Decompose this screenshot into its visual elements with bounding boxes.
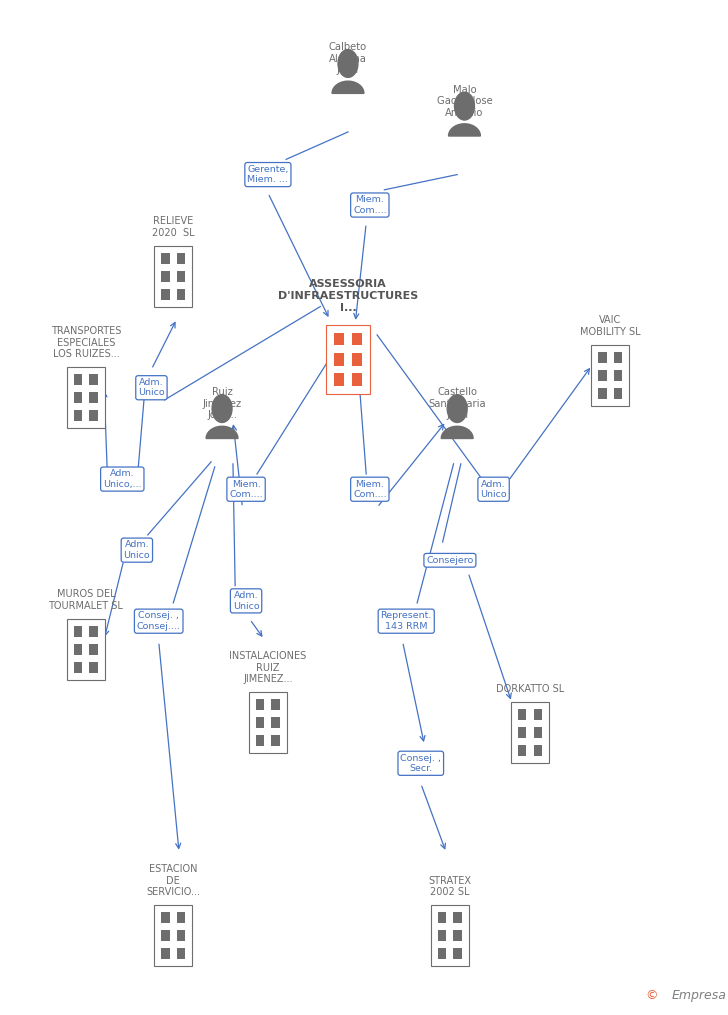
FancyBboxPatch shape [162,271,170,281]
FancyBboxPatch shape [326,325,370,394]
Text: Miem.
Com....: Miem. Com.... [353,195,387,215]
FancyBboxPatch shape [74,375,82,386]
FancyBboxPatch shape [74,410,82,421]
FancyBboxPatch shape [454,948,462,959]
FancyBboxPatch shape [67,619,105,680]
Text: STRATEX
2002 SL: STRATEX 2002 SL [428,876,472,897]
FancyBboxPatch shape [352,374,362,386]
FancyBboxPatch shape [352,353,362,365]
FancyBboxPatch shape [534,709,542,721]
FancyBboxPatch shape [162,948,170,959]
Text: Represent.
143 RRM: Represent. 143 RRM [381,611,432,631]
FancyBboxPatch shape [74,393,82,403]
Text: Malo
Gaona Jose
Antonio: Malo Gaona Jose Antonio [437,84,492,118]
FancyBboxPatch shape [249,692,287,753]
Text: Consejero: Consejero [427,556,473,564]
FancyBboxPatch shape [534,745,542,756]
FancyBboxPatch shape [177,931,185,941]
FancyBboxPatch shape [438,948,446,959]
FancyBboxPatch shape [272,699,280,710]
FancyBboxPatch shape [454,912,462,924]
FancyBboxPatch shape [334,374,344,386]
FancyBboxPatch shape [162,288,170,299]
FancyBboxPatch shape [438,912,446,924]
FancyBboxPatch shape [162,912,170,924]
Circle shape [447,395,467,422]
FancyBboxPatch shape [534,728,542,738]
FancyBboxPatch shape [177,288,185,299]
Text: Consej. ,
Consej....: Consej. , Consej.... [137,611,181,631]
FancyBboxPatch shape [162,253,170,264]
FancyBboxPatch shape [431,905,469,966]
FancyBboxPatch shape [272,718,280,728]
Text: VAIC
MOBILITY SL: VAIC MOBILITY SL [579,316,641,337]
Text: Castello
Santamaria
Jordi: Castello Santamaria Jordi [428,387,486,420]
FancyBboxPatch shape [177,948,185,959]
FancyBboxPatch shape [591,345,629,406]
FancyBboxPatch shape [598,370,606,381]
FancyBboxPatch shape [154,905,192,966]
FancyBboxPatch shape [162,931,170,941]
Polygon shape [206,426,238,438]
FancyBboxPatch shape [614,352,622,363]
FancyBboxPatch shape [598,388,606,399]
Text: Adm.
Unico,...: Adm. Unico,... [103,469,142,489]
FancyBboxPatch shape [438,931,446,941]
Text: ESTACION
DE
SERVICIO...: ESTACION DE SERVICIO... [146,864,200,897]
FancyBboxPatch shape [614,388,622,399]
Text: Miem.
Com....: Miem. Com.... [229,479,263,499]
Text: Adm.
Unico: Adm. Unico [233,591,259,611]
FancyBboxPatch shape [177,253,185,264]
FancyBboxPatch shape [518,728,526,738]
Text: MUROS DEL
TOURMALET SL: MUROS DEL TOURMALET SL [49,590,123,611]
Text: ASSESSORIA
D'INFRAESTRUCTURES
I...: ASSESSORIA D'INFRAESTRUCTURES I... [278,279,418,313]
Circle shape [338,50,358,77]
FancyBboxPatch shape [256,735,264,746]
FancyBboxPatch shape [90,662,98,673]
Text: ©: © [645,989,658,1002]
FancyBboxPatch shape [74,662,82,673]
FancyBboxPatch shape [90,410,98,421]
FancyBboxPatch shape [90,626,98,637]
Text: INSTALACIONES
RUIZ
JIMENEZ...: INSTALACIONES RUIZ JIMENEZ... [229,651,306,684]
FancyBboxPatch shape [352,333,362,345]
FancyBboxPatch shape [177,271,185,281]
FancyBboxPatch shape [454,931,462,941]
FancyBboxPatch shape [74,626,82,637]
Text: Adm.
Unico: Adm. Unico [138,378,165,398]
Text: Gerente,
Miem. ...: Gerente, Miem. ... [248,164,288,185]
Text: DORKATTO SL: DORKATTO SL [496,684,564,694]
FancyBboxPatch shape [614,370,622,381]
Text: Adm.
Unico: Adm. Unico [124,540,150,560]
FancyBboxPatch shape [518,709,526,721]
Text: TRANSPORTES
ESPECIALES
LOS RUIZES...: TRANSPORTES ESPECIALES LOS RUIZES... [51,326,121,359]
FancyBboxPatch shape [90,393,98,403]
FancyBboxPatch shape [256,699,264,710]
Text: RELIEVE
2020  SL: RELIEVE 2020 SL [152,216,194,238]
FancyBboxPatch shape [272,735,280,746]
FancyBboxPatch shape [90,645,98,655]
FancyBboxPatch shape [598,352,606,363]
Text: Miem.
Com....: Miem. Com.... [353,479,387,499]
Text: Ruiz
Jimenez
Jose...: Ruiz Jimenez Jose... [202,387,242,420]
Polygon shape [448,124,480,136]
Polygon shape [441,426,473,438]
Text: Calbeto
Aldoma
Jordi: Calbeto Aldoma Jordi [329,42,367,75]
FancyBboxPatch shape [334,353,344,365]
Circle shape [212,395,232,422]
FancyBboxPatch shape [90,375,98,386]
Text: Adm.
Unico: Adm. Unico [480,479,507,499]
FancyBboxPatch shape [511,702,549,763]
FancyBboxPatch shape [74,645,82,655]
Text: Empresa: Empresa [671,989,727,1002]
FancyBboxPatch shape [67,367,105,428]
FancyBboxPatch shape [154,246,192,307]
Circle shape [454,92,475,120]
FancyBboxPatch shape [518,745,526,756]
FancyBboxPatch shape [256,718,264,728]
FancyBboxPatch shape [177,912,185,924]
Text: Consej. ,
Secr.: Consej. , Secr. [400,753,441,773]
FancyBboxPatch shape [334,333,344,345]
Polygon shape [332,81,364,93]
